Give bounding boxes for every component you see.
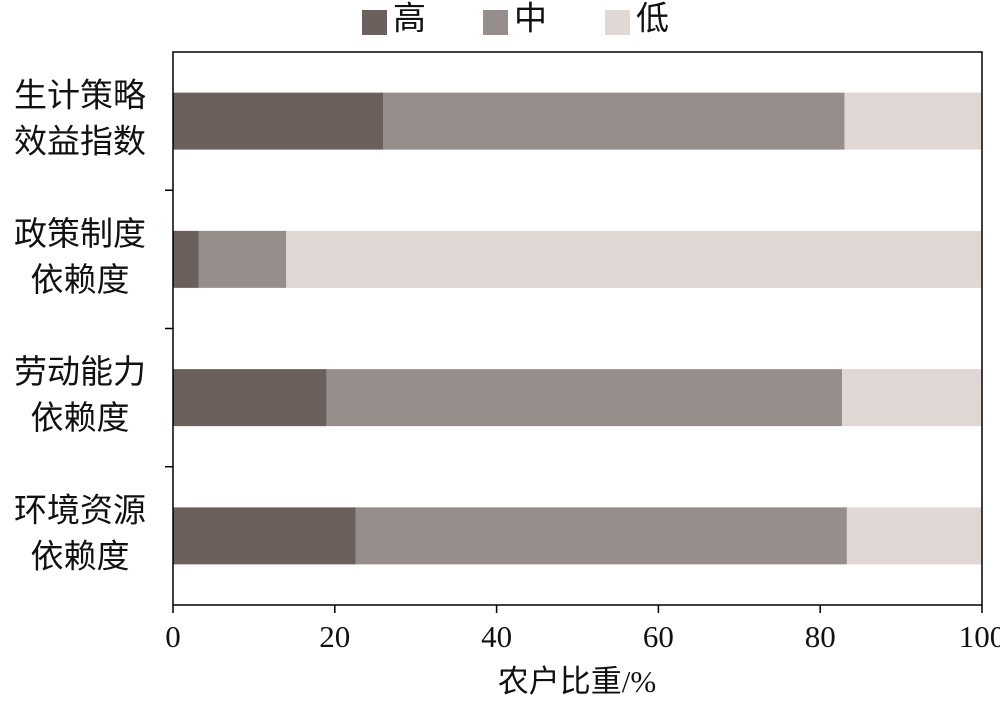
- legend-label: 中: [514, 1, 547, 38]
- y-tick-label: 生计策略: [14, 78, 146, 115]
- bar-segment: [842, 369, 982, 427]
- x-tick-label: 20: [319, 619, 350, 654]
- y-tick-label: 依赖度: [31, 262, 130, 299]
- bar-segment: [173, 369, 327, 427]
- bar-segment: [355, 507, 847, 565]
- bar-segment: [844, 92, 982, 150]
- bar-segment: [286, 230, 982, 288]
- bar-segment: [173, 230, 199, 288]
- y-tick-label: 劳动能力: [14, 354, 146, 391]
- y-tick-label: 依赖度: [31, 400, 130, 437]
- y-tick-label: 效益指数: [14, 124, 146, 161]
- bar-segment: [846, 507, 982, 565]
- legend-swatch: [605, 10, 630, 35]
- legend-label: 高: [393, 1, 426, 38]
- x-tick-label: 0: [165, 619, 181, 654]
- bar-segment: [198, 230, 287, 288]
- bar-segment: [173, 507, 356, 565]
- legend-label: 低: [636, 1, 669, 38]
- x-tick-label: 80: [805, 619, 836, 654]
- legend-swatch: [362, 10, 387, 35]
- bar-segment: [173, 92, 384, 150]
- bar-segment: [383, 92, 845, 150]
- y-tick-label: 政策制度: [14, 216, 146, 253]
- x-axis-label: 农户比重/%: [498, 664, 656, 699]
- plot-frame: [172, 51, 983, 606]
- legend-swatch: [483, 10, 508, 35]
- x-tick-label: 60: [643, 619, 674, 654]
- x-tick-label: 40: [481, 619, 512, 654]
- bar-segment: [326, 369, 843, 427]
- x-tick-label: 100: [959, 619, 1000, 654]
- y-tick-label: 依赖度: [31, 538, 130, 575]
- y-tick-label: 环境资源: [14, 492, 146, 529]
